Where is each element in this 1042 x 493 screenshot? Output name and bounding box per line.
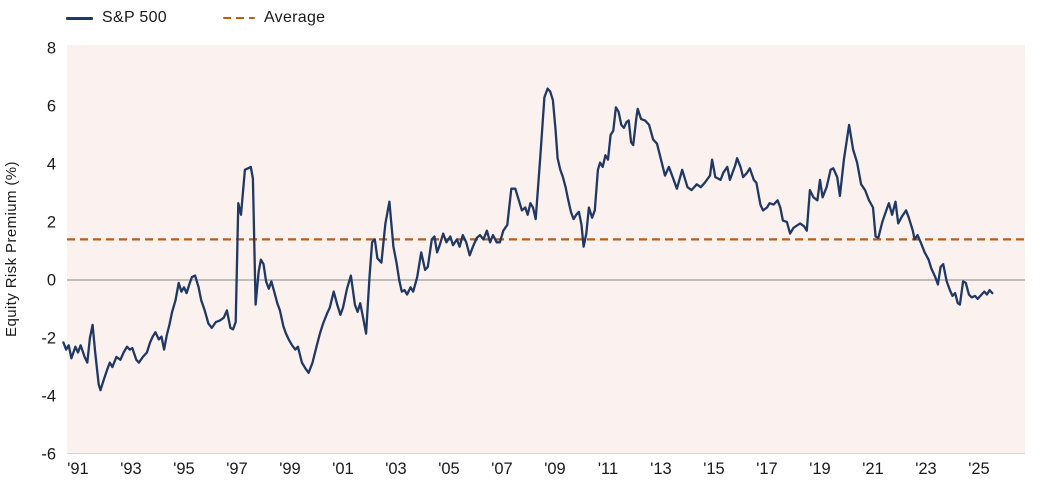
legend-item-sp500: S&P 500 [66, 9, 167, 27]
x-tick-label: '97 [226, 460, 248, 478]
x-tick-label: '11 [598, 460, 618, 478]
sp500-series-line [62, 87, 994, 392]
x-tick-label: '15 [703, 460, 725, 478]
x-tick-label: '05 [438, 460, 460, 478]
y-axis-title: Equity Risk Premium (%) [3, 161, 20, 337]
x-tick-label: '03 [385, 460, 407, 478]
x-tick-label: '07 [491, 460, 513, 478]
y-tick-label: 2 [47, 214, 56, 232]
x-tick-label: '13 [650, 460, 672, 478]
x-tick-label: '99 [279, 460, 301, 478]
y-tick-label: 8 [47, 40, 56, 58]
y-tick-label: -6 [41, 446, 56, 464]
y-tick-label: -4 [41, 388, 56, 406]
x-tick-label: '93 [120, 460, 142, 478]
x-tick-label: '25 [968, 460, 990, 478]
x-tick-label: '21 [862, 460, 884, 478]
x-tick-label: '17 [756, 460, 778, 478]
y-tick-label: 6 [47, 98, 56, 116]
average-line-swatch [222, 16, 255, 20]
x-tick-label: '23 [915, 460, 937, 478]
legend-item-average: Average [222, 9, 326, 27]
sp500-legend-label: S&P 500 [102, 9, 167, 26]
y-tick-label: 4 [47, 156, 56, 174]
average-legend-label: Average [263, 9, 326, 26]
x-tick-label: '91 [67, 460, 89, 478]
legend: S&P 500 Average [66, 9, 325, 27]
y-tick-label: 0 [47, 272, 56, 290]
x-tick-label: '95 [173, 460, 195, 478]
sp500-line-swatch [66, 16, 93, 20]
x-tick-label: '09 [544, 460, 566, 478]
x-tick-label: '01 [332, 460, 354, 478]
x-tick-label: '19 [809, 460, 831, 478]
y-tick-label: -2 [41, 330, 56, 348]
plot-area [67, 45, 1025, 453]
